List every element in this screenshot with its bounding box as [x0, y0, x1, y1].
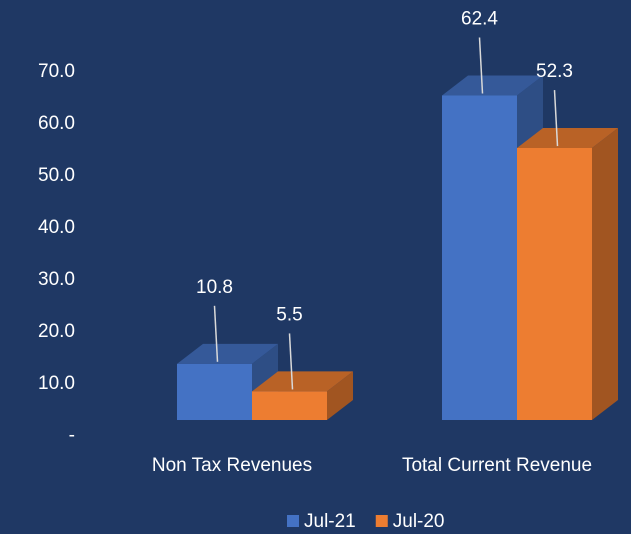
y-tick-label: 70.0: [38, 61, 75, 82]
data-label: 62.4: [461, 9, 498, 30]
y-tick-label: 20.0: [38, 321, 75, 342]
bar-front: [442, 95, 517, 421]
legend-label: Jul-21: [304, 511, 356, 532]
y-tick-label: -: [69, 425, 75, 446]
leader-line: [478, 37, 484, 94]
y-tick-label: 10.0: [38, 373, 75, 394]
bar: [252, 371, 353, 420]
legend-label: Jul-20: [393, 511, 445, 532]
legend-swatch: [375, 515, 388, 527]
data-label: 52.3: [536, 61, 573, 82]
x-tick-label: Non Tax Revenues: [152, 455, 312, 476]
y-tick-label: 50.0: [38, 165, 75, 186]
bar-side: [592, 128, 618, 421]
bar-side: [327, 371, 353, 420]
leader-line: [553, 89, 559, 147]
legend-swatch: [287, 515, 299, 527]
leader-line: [288, 333, 294, 390]
y-tick-label: 60.0: [38, 113, 75, 134]
bar-top: [517, 128, 618, 149]
bar-top: [442, 75, 543, 96]
bar-front: [252, 391, 327, 420]
y-tick-label: 30.0: [38, 269, 75, 290]
data-label: 5.5: [276, 304, 302, 325]
bar-front: [517, 148, 592, 421]
bar: [517, 128, 618, 421]
leader-line: [213, 305, 219, 362]
data-label: 10.8: [196, 277, 233, 298]
bar-top: [252, 371, 353, 392]
bar-front: [177, 363, 252, 420]
y-tick-label: 40.0: [38, 217, 75, 238]
bar-top: [177, 343, 278, 364]
x-tick-label: Total Current Revenue: [402, 455, 592, 476]
